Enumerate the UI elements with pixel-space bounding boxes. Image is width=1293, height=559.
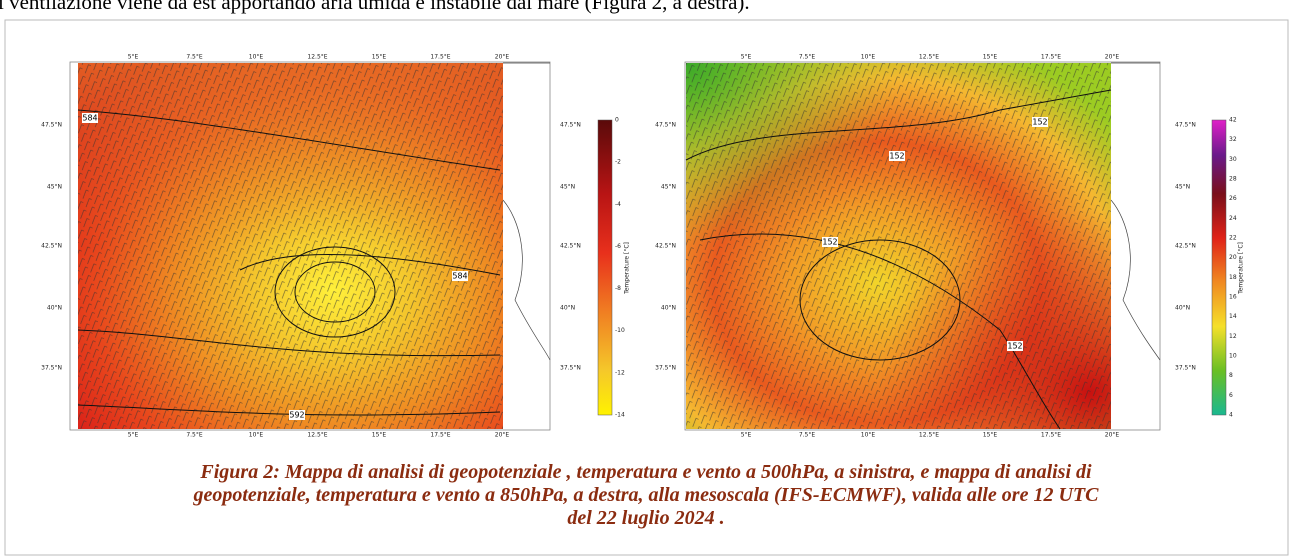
y-label: 42.5°N [41,243,62,250]
colorbar-tick: -6 [615,243,621,250]
x-label: 20°E [495,54,510,61]
x-label: 5°E [741,432,752,439]
y-label: 40°N [1175,305,1190,312]
contour-label: 152 [822,238,837,247]
colorbar-tick: 8 [1229,372,1233,379]
y-label: 37.5°N [41,365,62,372]
y-label: 47.5°N [655,122,676,129]
x-label: 15°E [983,54,998,61]
contour-label: 152 [1032,118,1047,127]
colorbar-tick: -10 [615,327,625,334]
x-label: 15°E [372,432,387,439]
caption-line: Figura 2: Mappa di analisi di geopotenzi… [199,461,1092,483]
y-label: 37.5°N [1175,365,1196,372]
x-label: 10°E [249,54,264,61]
colorbar-tick: 30 [1229,156,1237,163]
colorbar-tick: 16 [1229,294,1237,301]
colorbar-tick: -12 [615,369,625,376]
colorbar-tick: 6 [1229,392,1233,399]
y-label: 37.5°N [560,365,581,372]
y-label: 45°N [1175,184,1190,191]
x-label: 5°E [741,54,752,61]
x-label: 12.5°E [307,54,327,61]
colorbar-tick: 26 [1229,195,1237,202]
x-label: 12.5°E [307,432,327,439]
colorbar-tick: 12 [1229,333,1237,340]
colorbar-title: Temperature [°C] [1238,242,1245,295]
caption-line: geopotenziale, temperatura e vento a 850… [193,484,1100,506]
x-label: 17.5°E [1041,54,1061,61]
colorbar-tick: 28 [1229,176,1237,183]
x-label: 7.5°E [799,54,816,61]
x-label: 7.5°E [186,54,203,61]
y-label: 45°N [661,184,676,191]
colorbar-tick: -14 [615,412,625,419]
page: i ventilazione viene da est apportando a… [0,0,1293,559]
y-label: 47.5°N [41,122,62,129]
colorbar-tick: 24 [1229,215,1237,222]
caption-line: del 22 luglio 2024 . [567,507,724,529]
y-label: 37.5°N [655,365,676,372]
x-label: 10°E [249,432,264,439]
colorbar-tick: 42 [1229,117,1237,124]
x-label: 15°E [372,54,387,61]
y-label: 45°N [560,184,575,191]
contour-label: 152 [1007,342,1022,351]
colorbar-tick: -4 [615,201,621,208]
colorbar-left [598,120,612,415]
colorbar-tick: 20 [1229,254,1237,261]
y-label: 42.5°N [1175,243,1196,250]
colorbar-tick: 10 [1229,353,1237,360]
colorbar-title: Temperature [°C] [624,242,631,295]
x-label: 10°E [861,432,876,439]
y-label: 40°N [47,305,62,312]
colorbar-tick: 22 [1229,235,1237,242]
x-label: 20°E [1105,432,1120,439]
x-label: 12.5°E [919,54,939,61]
x-label: 20°E [495,432,510,439]
colorbar-tick: 4 [1229,412,1233,419]
document: i ventilazione viene da est apportando a… [0,0,1293,559]
map-right [685,62,1160,430]
y-label: 42.5°N [655,243,676,250]
y-label: 42.5°N [560,243,581,250]
y-label: 45°N [47,184,62,191]
colorbar-tick: 18 [1229,274,1237,281]
y-label: 40°N [661,305,676,312]
x-label: 10°E [861,54,876,61]
x-label: 17.5°E [1041,432,1061,439]
intro-text: i ventilazione viene da est apportando a… [0,0,750,14]
colorbar-tick: 0 [615,117,619,124]
contour-label: 584 [452,272,467,281]
x-label: 17.5°E [430,432,450,439]
colorbar-tick: 32 [1229,136,1237,143]
contour-label: 152 [889,152,904,161]
x-label: 5°E [128,432,139,439]
colorbar-right [1212,120,1226,415]
x-label: 20°E [1105,54,1120,61]
x-label: 12.5°E [919,432,939,439]
x-label: 7.5°E [186,432,203,439]
y-label: 40°N [560,305,575,312]
x-label: 15°E [983,432,998,439]
y-label: 47.5°N [1175,122,1196,129]
y-label: 47.5°N [560,122,581,129]
contour-label: 584 [82,114,97,123]
x-label: 17.5°E [430,54,450,61]
contour-label: 592 [289,411,304,420]
x-label: 7.5°E [799,432,816,439]
colorbar-tick: 14 [1229,313,1237,320]
colorbar-tick: -8 [615,285,621,292]
colorbar-tick: -2 [615,159,621,166]
map-left [70,62,550,430]
x-label: 5°E [128,54,139,61]
